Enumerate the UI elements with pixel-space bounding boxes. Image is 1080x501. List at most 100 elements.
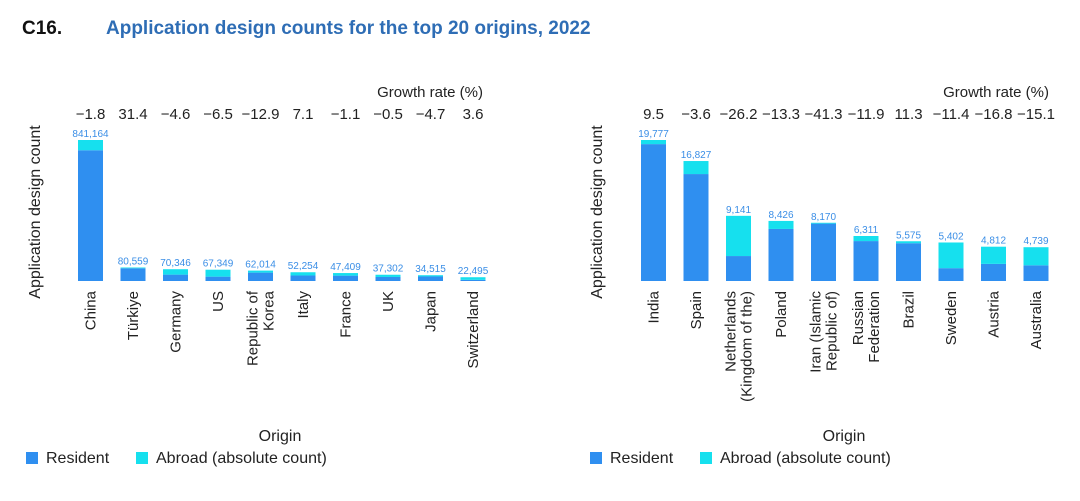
category-label: Federation [866,291,883,363]
bar-total-label: 841,164 [72,129,109,140]
growth-rate-header: Growth rate (%) [377,84,483,101]
growth-rate-header: Growth rate (%) [943,84,1049,101]
growth-rate-value: 11.3 [894,106,922,123]
bar-abroad [726,215,751,257]
category-label: Brazil [901,291,918,329]
category-label: Italy [295,291,312,319]
bar-resident [205,276,231,281]
bar-total-label: 52,254 [288,261,319,272]
bar-resident [290,275,316,281]
bar-abroad [418,275,443,277]
bar-resident [460,279,486,281]
growth-rate-value: −26.2 [720,106,758,123]
bar-abroad [120,267,146,269]
bar-total-label: 62,014 [245,260,276,271]
category-label: France [338,291,355,338]
legend-label-abroad: Abroad (absolute count) [156,450,327,467]
bar-resident [78,150,103,281]
growth-rate-value: 3.6 [463,106,484,123]
category-label: (Kingdom of the) [739,291,756,402]
bar-abroad [290,272,316,276]
legend-swatch-abroad [700,452,712,464]
bar-total-label: 67,349 [203,259,234,270]
category-label: Japan [423,291,440,332]
bar-total-label: 19,777 [638,129,669,140]
growth-rate-value: −16.8 [975,106,1013,123]
bar-resident [726,256,751,281]
category-label: Korea [261,290,278,331]
figure-number: C16. [22,18,63,39]
bar-abroad [641,140,666,145]
bar-abroad [938,242,964,269]
bar-resident [375,276,401,281]
bar-abroad [205,269,231,277]
category-label: Spain [688,291,705,329]
bar-abroad [853,236,879,242]
bar-resident [896,243,921,281]
category-label: Republic of [245,290,262,366]
bar-abroad [333,273,358,276]
bar-resident [683,174,709,281]
bar-resident [163,274,188,281]
category-label: UK [380,291,397,312]
category-label: Austria [986,290,1003,337]
legend-label-resident: Resident [610,450,674,467]
bar-total-label: 9,141 [726,205,751,216]
legend-swatch-resident [26,452,38,464]
bar-resident [418,276,443,281]
growth-rate-value: −6.5 [203,106,233,123]
bar-resident [811,223,836,281]
bar-total-label: 4,739 [1023,236,1048,247]
growth-rate-value: 9.5 [643,106,664,123]
bar-total-label: 80,559 [118,256,149,267]
bar-total-label: 8,170 [811,212,836,223]
growth-rate-value: −1.1 [331,106,361,123]
bar-total-label: 5,402 [938,231,963,242]
bar-abroad [896,241,921,244]
bar-abroad [1023,247,1049,266]
growth-rate-value: −3.6 [681,106,711,123]
category-label: Republic of) [824,291,841,371]
bar-resident [981,263,1006,281]
bar-abroad [981,246,1006,264]
category-label: Poland [773,291,790,338]
bar-abroad [683,161,709,175]
y-axis-label: Application design count [27,125,44,299]
bar-total-label: 37,302 [373,264,404,275]
bar-resident [938,268,964,281]
chart-left: Growth rate (%) Application design count −… [26,84,489,467]
bar-abroad [163,269,188,275]
growth-rate-value: 7.1 [293,106,314,123]
bar-total-label: 4,812 [981,236,1006,247]
bar-resident [641,144,666,281]
bar-total-label: 5,575 [896,230,921,241]
bar-total-label: 70,346 [160,258,191,269]
category-label: Russian [850,291,867,345]
bar-resident [853,241,879,281]
bar-total-label: 47,409 [330,262,361,273]
x-axis-label: Origin [823,428,866,445]
bar-resident [768,228,794,281]
category-label: Iran (Islamic [808,291,825,373]
legend-swatch-resident [590,452,602,464]
category-label: India [646,290,663,323]
growth-rate-value: −11.4 [933,106,970,123]
category-label: Türkiye [125,291,142,340]
x-axis-label: Origin [259,428,302,445]
growth-rate-value: −15.1 [1017,106,1055,123]
growth-rate-value: −4.7 [416,106,446,123]
bar-abroad [811,222,836,224]
growth-rate-value: −12.9 [242,106,280,123]
bar-total-label: 8,426 [768,210,793,221]
category-label: Australia [1028,290,1045,349]
category-label: US [210,291,227,312]
category-label: Switzerland [465,291,482,369]
bar-total-label: 34,515 [415,264,446,275]
figure-header: C16. Application design counts for the t… [22,18,591,48]
figure-title: Application design counts for the top 20… [106,18,591,39]
growth-rate-value: −4.6 [161,106,191,123]
category-label: Germany [168,291,185,353]
bar-resident [120,268,146,281]
bar-abroad [78,140,103,151]
